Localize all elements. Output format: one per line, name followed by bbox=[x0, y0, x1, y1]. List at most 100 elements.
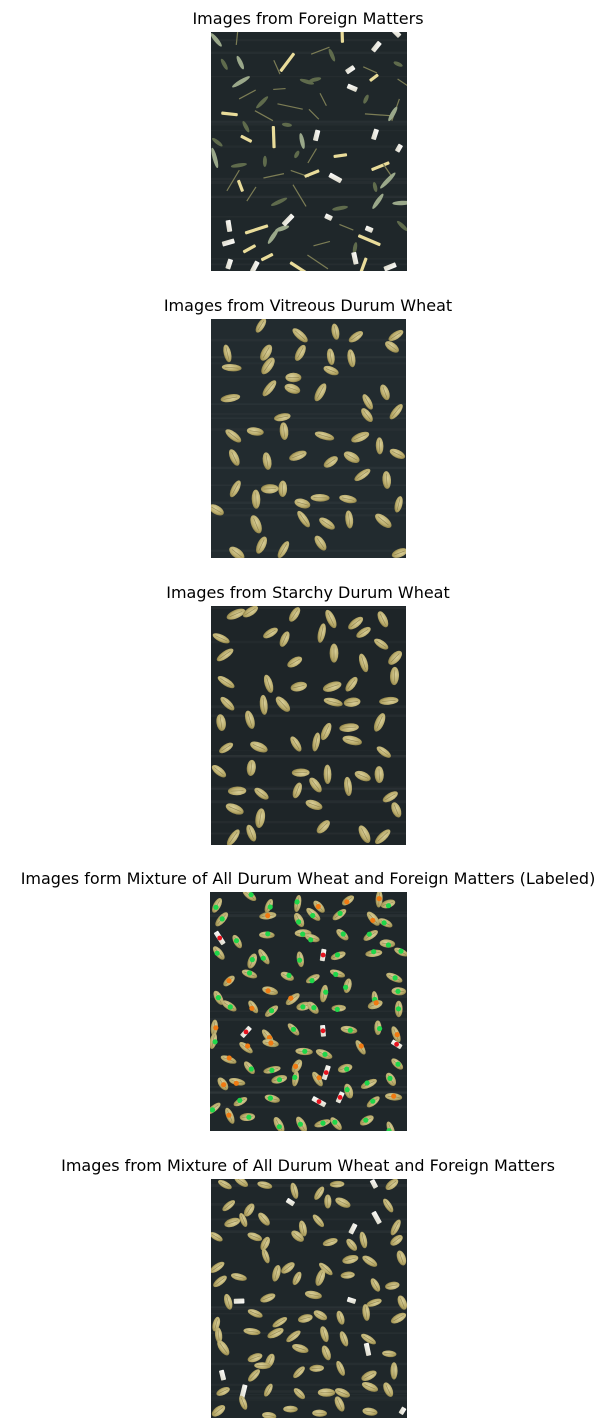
foreign-matter bbox=[345, 65, 356, 75]
wheat-grain bbox=[396, 1250, 407, 1266]
wheat-grain bbox=[358, 653, 369, 673]
wheat-grain bbox=[246, 759, 256, 776]
label-dot-starchy bbox=[358, 1043, 364, 1049]
wheat-grain bbox=[362, 1407, 378, 1416]
label-dot-vitreous bbox=[395, 1061, 401, 1067]
wheat-grain bbox=[257, 1181, 273, 1189]
label-dot-starchy bbox=[265, 913, 271, 919]
label-dot-vitreous bbox=[210, 1107, 216, 1113]
foreign-matter bbox=[279, 52, 295, 72]
wheat-grain bbox=[362, 394, 373, 410]
foreign-matter bbox=[307, 254, 329, 270]
label-dot-starchy bbox=[315, 903, 321, 910]
label-dot-starchy bbox=[266, 1035, 273, 1041]
label-dot-vitreous bbox=[347, 1027, 353, 1033]
wheat-grain bbox=[260, 484, 279, 494]
wheat-grain bbox=[272, 1316, 288, 1328]
wheat-grain bbox=[216, 1386, 230, 1396]
foreign-matter bbox=[346, 83, 358, 92]
wheat-grain bbox=[379, 696, 399, 705]
wheat-grain bbox=[263, 627, 278, 639]
wheat-grain bbox=[334, 1396, 345, 1412]
foreign-matter bbox=[358, 257, 368, 271]
label-dot-vitreous bbox=[332, 1119, 338, 1125]
foreign-matter bbox=[220, 58, 228, 70]
foreign-matter bbox=[240, 134, 253, 143]
label-dot-vitreous bbox=[308, 937, 314, 943]
foreign-matter bbox=[271, 125, 276, 149]
foreign-matter bbox=[285, 1198, 295, 1207]
label-dot-vitreous bbox=[265, 931, 271, 937]
label-dot-foreign bbox=[323, 1070, 329, 1075]
label-dot-vitreous bbox=[246, 1114, 252, 1120]
foreign-matter bbox=[263, 173, 285, 179]
wheat-grain bbox=[383, 1382, 394, 1397]
wheat-grain bbox=[221, 364, 242, 372]
panel-title: Images form Mixture of All Durum Wheat a… bbox=[20, 869, 596, 888]
wheat-grain bbox=[211, 1232, 223, 1242]
foreign-matter bbox=[273, 87, 286, 91]
wheat-grain bbox=[227, 786, 247, 796]
wheat-grain bbox=[239, 1213, 248, 1227]
wheat-grain bbox=[361, 1370, 377, 1381]
foreign-matter bbox=[289, 261, 309, 271]
wheat-grain bbox=[336, 1310, 345, 1325]
panel-title: Images from Mixture of All Durum Wheat a… bbox=[61, 1156, 555, 1175]
wheat-grain bbox=[390, 1312, 407, 1324]
foreign-matter bbox=[294, 150, 300, 159]
mixture-labeled-image bbox=[210, 892, 407, 1131]
label-dot-foreign bbox=[394, 1041, 399, 1047]
label-dot-vitreous bbox=[227, 1004, 233, 1010]
wheat-grain bbox=[340, 1271, 355, 1279]
wheat-grain bbox=[278, 480, 288, 497]
wheat-grain bbox=[375, 513, 392, 528]
wheat-grain bbox=[391, 548, 406, 558]
wheat-grain bbox=[361, 1381, 379, 1392]
wheat-grain bbox=[285, 372, 302, 383]
label-dot-vitreous bbox=[296, 919, 302, 925]
wheat-grain bbox=[211, 764, 227, 778]
wheat-grain bbox=[351, 431, 370, 443]
foreign-matter bbox=[236, 55, 245, 70]
wheat-grain bbox=[229, 546, 245, 558]
foreign-matter bbox=[364, 225, 374, 233]
wheat-grain bbox=[239, 1395, 248, 1410]
wheat-grain bbox=[242, 606, 259, 618]
label-dot-vitreous bbox=[297, 1121, 303, 1127]
foreign-matter bbox=[388, 106, 398, 122]
wheat-grain bbox=[234, 1179, 249, 1187]
wheat-grain bbox=[382, 1350, 397, 1358]
wheat-grain bbox=[343, 776, 353, 796]
foreign-matter bbox=[254, 110, 274, 122]
foreign-matter bbox=[211, 33, 222, 47]
wheat-grain bbox=[305, 799, 323, 811]
wheat-grain bbox=[375, 437, 384, 455]
wheat-grain bbox=[223, 344, 232, 363]
foreign-matter bbox=[239, 1384, 248, 1399]
label-dot-vitreous bbox=[387, 1075, 393, 1081]
wheat-grain bbox=[254, 1362, 271, 1370]
foreign-matter bbox=[371, 128, 379, 141]
foreign-matter bbox=[309, 77, 322, 82]
foreign-matter bbox=[313, 129, 321, 142]
foreign-matter bbox=[235, 32, 239, 46]
wheat-grain bbox=[385, 1281, 400, 1290]
wheat-grain bbox=[389, 666, 400, 686]
foreign-matter bbox=[371, 40, 382, 53]
foreign-matter bbox=[340, 32, 345, 43]
label-dot-starchy bbox=[376, 896, 382, 902]
foreign-matter bbox=[237, 179, 244, 192]
wheat-grain bbox=[247, 1232, 263, 1242]
label-dot-vitreous bbox=[385, 903, 392, 909]
wheat-grain bbox=[251, 489, 261, 509]
label-dot-vitreous bbox=[267, 904, 273, 910]
label-dot-vitreous bbox=[334, 1006, 340, 1012]
wheat-grain bbox=[317, 623, 326, 643]
wheat-grain bbox=[382, 791, 398, 803]
label-dot-foreign bbox=[320, 952, 326, 958]
label-dot-starchy bbox=[226, 978, 232, 984]
foreign-matter bbox=[262, 155, 267, 167]
label-dot-starchy bbox=[370, 917, 376, 923]
wheat-grain bbox=[375, 829, 391, 844]
wheat-grain bbox=[262, 452, 272, 470]
